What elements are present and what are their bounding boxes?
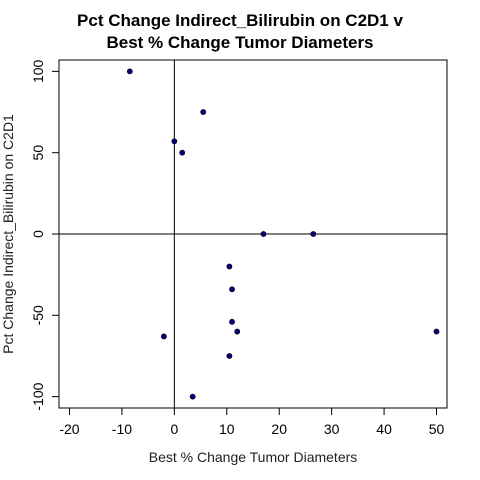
data-point-4 bbox=[179, 149, 186, 156]
x-tick-label: 50 bbox=[429, 421, 445, 437]
y-tick-label: 0 bbox=[30, 230, 46, 238]
y-axis: -100 -50 0 50 100 bbox=[30, 59, 60, 411]
data-points bbox=[126, 68, 440, 400]
x-axis-label: Best % Change Tumor Diameters bbox=[149, 449, 358, 465]
data-point-10 bbox=[234, 328, 241, 335]
y-tick-label: 100 bbox=[30, 59, 46, 83]
data-point-9 bbox=[229, 318, 235, 325]
x-tick-label: 0 bbox=[170, 421, 178, 437]
y-tick-label: 50 bbox=[30, 145, 46, 161]
data-point-1 bbox=[126, 68, 133, 75]
x-tick-label: 30 bbox=[324, 421, 340, 437]
y-tick-label: -100 bbox=[30, 382, 46, 410]
x-tick-label: -10 bbox=[112, 421, 132, 437]
data-point-12 bbox=[160, 333, 167, 340]
data-point-11 bbox=[433, 328, 440, 335]
chart-title-line-2: Best % Change Tumor Diameters bbox=[106, 33, 373, 52]
data-point-13 bbox=[226, 353, 233, 359]
data-point-8 bbox=[229, 286, 235, 293]
y-axis-label: Pct Change Indirect_Bilirubin on C2D1 bbox=[0, 114, 16, 354]
data-point-14 bbox=[189, 393, 196, 400]
data-point-5 bbox=[260, 231, 267, 237]
data-point-2 bbox=[200, 109, 207, 115]
x-tick-label: 40 bbox=[376, 421, 392, 437]
x-axis: -20 -10 0 10 20 30 40 50 bbox=[59, 407, 445, 437]
x-tick-label: -20 bbox=[59, 421, 79, 437]
reference-lines bbox=[59, 60, 447, 408]
chart-title-line-1: Pct Change Indirect_Bilirubin on C2D1 v bbox=[77, 11, 403, 30]
data-point-7 bbox=[226, 263, 233, 270]
y-tick-label: -50 bbox=[30, 305, 46, 325]
x-tick-label: 20 bbox=[271, 421, 287, 437]
x-tick-label: 10 bbox=[219, 421, 235, 437]
data-point-6 bbox=[310, 231, 317, 237]
data-point-3 bbox=[171, 138, 178, 145]
